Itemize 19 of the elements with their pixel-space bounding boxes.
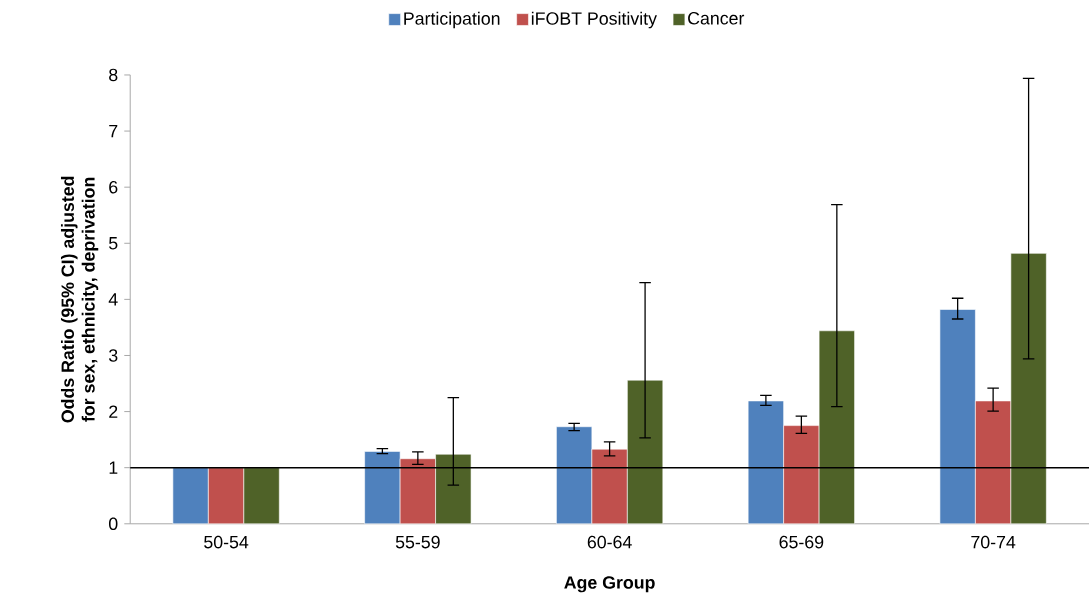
x-tick-label: 55-59 (395, 536, 440, 549)
y-tick-label: 2 (109, 405, 118, 418)
y-tick-label: 4 (108, 293, 118, 306)
legend-label: Cancer (688, 12, 745, 25)
x-tick-label: 70-74 (971, 536, 1016, 549)
y-tick-label: 8 (109, 68, 118, 82)
y-tick-label: 0 (109, 517, 118, 531)
y-tick-label: 3 (108, 349, 118, 362)
y-tick-label: 1 (109, 461, 118, 475)
x-tick-label: 65-69 (779, 536, 824, 549)
y-tick-label: 5 (109, 237, 118, 250)
x-tick-label: 60-64 (587, 536, 632, 549)
x-tick-label: 50-54 (204, 536, 249, 549)
y-tick-label: 6 (109, 181, 118, 194)
y-tick-label: 7 (109, 125, 118, 138)
legend-label: Participation (404, 11, 500, 29)
y-axis-title: Odds Ratio (95% CI) adjusted for sex, ethnicity, deprivation (60, 176, 99, 423)
x-axis-title: Age Group (564, 576, 655, 593)
legend-label: iFOBT Positivity (531, 11, 657, 29)
